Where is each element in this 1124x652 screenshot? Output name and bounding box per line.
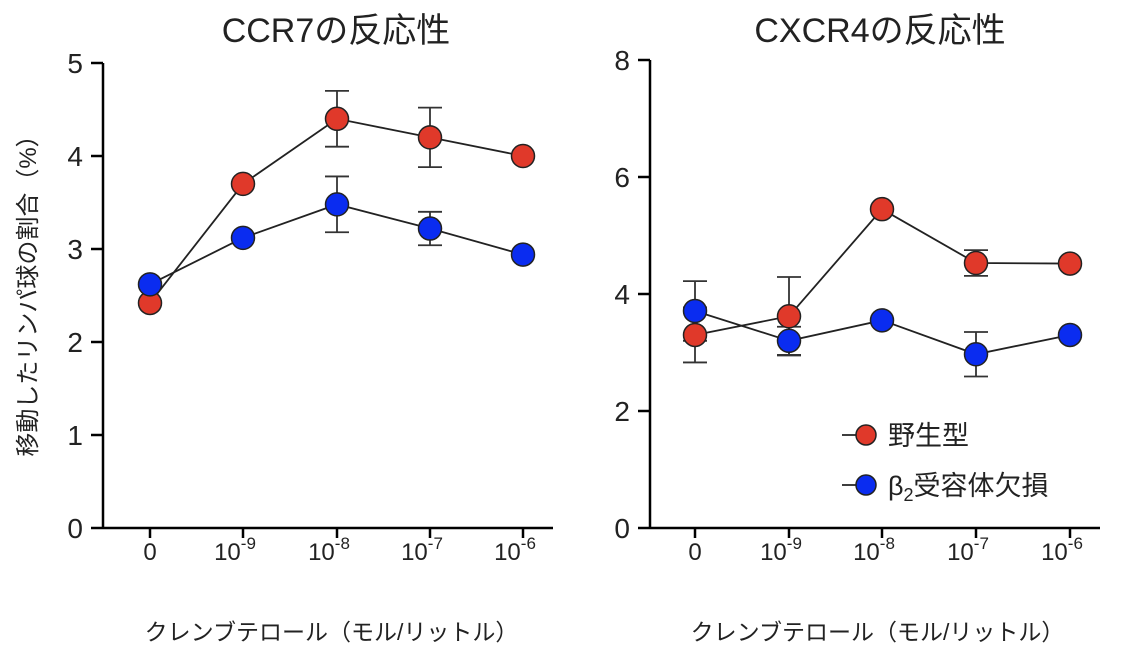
x-tick-exponent: -6: [521, 534, 536, 553]
data-point: [417, 125, 443, 150]
series-wild-type: [683, 208, 1071, 364]
data-point: [324, 192, 350, 217]
x-tick-base: 0: [143, 539, 156, 566]
data-point: [1057, 322, 1083, 348]
chart-title: CCR7の反応性: [222, 12, 451, 50]
y-tick-label: 1: [67, 420, 83, 451]
x-tick-label: 10-8: [308, 534, 350, 566]
x-tick-label: 0: [688, 539, 701, 566]
legend-item: 野生型: [842, 421, 969, 451]
x-tick-label: 10-7: [947, 534, 989, 566]
x-tick-label: 10-9: [760, 534, 802, 566]
data-point: [776, 328, 802, 354]
x-tick-base: 10: [494, 539, 521, 566]
legend-label: 野生型: [888, 421, 969, 451]
y-tick-label: 2: [67, 327, 83, 358]
x-tick-base: 10: [401, 539, 428, 566]
legend-item: β2受容体欠損: [842, 471, 1049, 505]
x-tick-base: 10: [760, 539, 787, 566]
legend: 野生型 β2受容体欠損: [842, 421, 1049, 505]
data-point: [682, 322, 708, 348]
x-tick-label: 0: [143, 539, 156, 566]
y-tick-label: 2: [614, 396, 630, 427]
x-tick-base: 10: [853, 539, 880, 566]
data-point: [230, 225, 256, 251]
legend-text: β: [888, 471, 904, 501]
data-point: [510, 143, 536, 169]
x-tick-exponent: -8: [335, 534, 350, 553]
chart-title: CXCR4の反応性: [754, 12, 1005, 50]
y-tick-label: 5: [67, 48, 83, 79]
legend-text: 受容体欠損: [914, 471, 1049, 501]
data-point: [869, 196, 895, 222]
data-point: [963, 342, 989, 367]
data-point: [1057, 251, 1083, 276]
data-point: [510, 242, 536, 267]
legend-subscript: 2: [904, 485, 914, 505]
x-axis-label: クレンブテロール（モル/リットル）: [145, 619, 519, 645]
x-tick-exponent: -9: [787, 534, 802, 553]
x-tick-label: 10-6: [494, 534, 536, 566]
y-tick-label: 0: [67, 513, 83, 544]
x-tick-base: 10: [947, 539, 974, 566]
y-tick-label: 8: [614, 45, 630, 76]
x-tick-exponent: -6: [1068, 534, 1083, 553]
x-tick-exponent: -8: [880, 534, 895, 553]
y-tick-label: 3: [67, 234, 83, 265]
y-tick-label: 6: [614, 162, 630, 193]
x-tick-label: 10-7: [401, 534, 443, 566]
data-point: [682, 298, 708, 324]
legend-marker: [855, 474, 877, 496]
legend-text: 野生型: [888, 421, 969, 451]
x-tick-exponent: -7: [428, 534, 443, 553]
x-tick-base: 0: [688, 539, 701, 566]
data-point: [869, 308, 895, 333]
legend-marker: [855, 424, 877, 446]
x-tick-exponent: -7: [974, 534, 989, 553]
data-point: [417, 216, 443, 241]
x-tick-label: 10-6: [1041, 534, 1083, 566]
data-point: [963, 250, 989, 276]
data-point: [776, 303, 802, 329]
x-axis-label: クレンブテロール（モル/リットル）: [691, 619, 1065, 645]
data-point: [324, 106, 350, 132]
x-tick-label: 10-9: [214, 534, 256, 566]
y-tick-label: 4: [67, 141, 83, 172]
x-tick-label: 10-8: [853, 534, 895, 566]
x-tick-base: 10: [214, 539, 241, 566]
x-tick-base: 10: [308, 539, 335, 566]
y-axis-label: 移動したリンパ球の割合（%）: [15, 123, 42, 456]
x-tick-exponent: -9: [241, 534, 256, 553]
legend-label: β2受容体欠損: [888, 471, 1049, 505]
x-tick-base: 10: [1041, 539, 1068, 566]
y-tick-label: 4: [614, 279, 630, 310]
data-point: [230, 171, 256, 197]
y-tick-label: 0: [614, 513, 630, 544]
data-point: [137, 272, 163, 297]
